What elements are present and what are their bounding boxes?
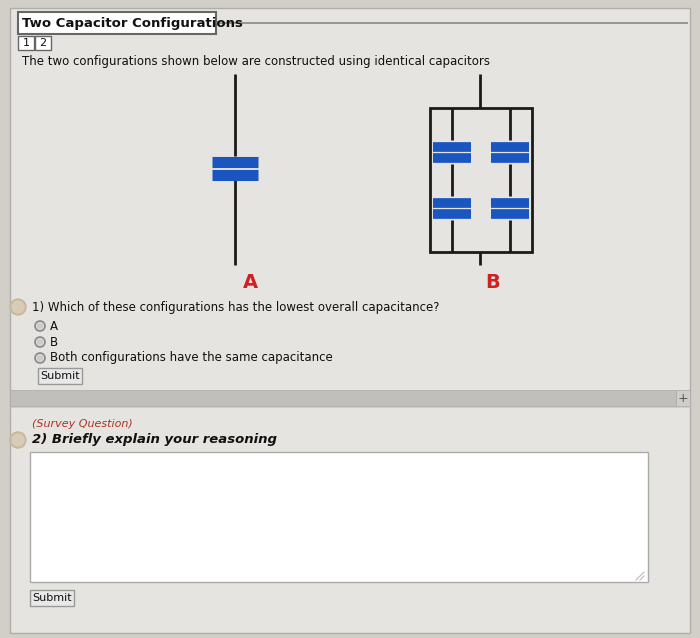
Text: 2: 2 — [39, 38, 47, 48]
Text: Two Capacitor Configurations: Two Capacitor Configurations — [22, 17, 243, 29]
Text: Both configurations have the same capacitance: Both configurations have the same capaci… — [50, 352, 332, 364]
Bar — [18, 36, 34, 50]
Text: 2) Briefly explain your reasoning: 2) Briefly explain your reasoning — [32, 433, 277, 447]
Bar — [38, 368, 82, 384]
Circle shape — [37, 323, 43, 329]
Circle shape — [37, 339, 43, 345]
Text: B: B — [485, 274, 500, 292]
Text: 1) Which of these configurations has the lowest overall capacitance?: 1) Which of these configurations has the… — [32, 300, 440, 313]
Circle shape — [37, 355, 43, 361]
Bar — [676, 390, 690, 406]
Bar — [35, 36, 51, 50]
Text: The two configurations shown below are constructed using identical capacitors: The two configurations shown below are c… — [22, 56, 490, 68]
Text: Submit: Submit — [40, 371, 80, 381]
Circle shape — [10, 432, 26, 448]
Text: B: B — [50, 336, 58, 348]
Circle shape — [12, 301, 24, 313]
Text: (Survey Question): (Survey Question) — [32, 419, 133, 429]
Bar — [30, 452, 648, 582]
Text: +: + — [678, 392, 688, 404]
Bar — [18, 12, 216, 34]
Text: A: A — [50, 320, 58, 332]
Text: Submit: Submit — [32, 593, 72, 603]
Text: 1: 1 — [22, 38, 29, 48]
Text: A: A — [243, 274, 258, 292]
Bar — [430, 108, 532, 252]
Bar — [10, 390, 676, 406]
Circle shape — [12, 434, 24, 446]
Bar — [30, 590, 74, 606]
Circle shape — [10, 299, 26, 315]
